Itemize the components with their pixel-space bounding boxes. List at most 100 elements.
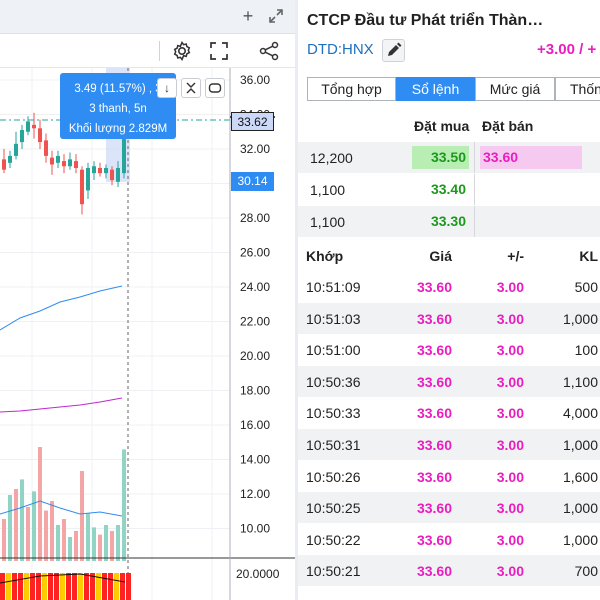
trade-time: 10:51:09	[306, 279, 361, 295]
volume-bar	[56, 525, 60, 561]
stock-ticker[interactable]: DTD:HNX	[307, 41, 374, 58]
orderbook-header-sell: Đặt bán	[482, 118, 534, 134]
volume-bar	[122, 449, 126, 561]
orderbook-row[interactable]: 1,100 33.30	[298, 206, 600, 237]
trade-price: 33.60	[416, 405, 452, 422]
price-axis: 36.0034.0032.0030.0028.0026.0024.0022.00…	[240, 73, 270, 536]
indicator-axis-label: 20.0000	[236, 567, 280, 581]
orderbook-sell-price	[480, 210, 582, 233]
volume-bar	[104, 525, 108, 561]
trade-row[interactable]: 10:50:22 33.60 3.00 1,000	[298, 524, 600, 555]
trade-change: 3.00	[496, 437, 524, 453]
arrow-down-icon[interactable]: ↓	[157, 78, 177, 98]
indicator-bar	[120, 573, 125, 600]
add-icon[interactable]: +	[242, 6, 254, 26]
indicator-bar	[90, 573, 95, 600]
trade-volume: 1,000	[562, 500, 598, 517]
tooltip-bars: 3 thanh, 5n	[89, 103, 147, 115]
volume-bar	[86, 513, 90, 561]
candle-body	[68, 159, 72, 167]
fullscreen-icon[interactable]	[208, 40, 230, 62]
orderbook-sell-price: 33.60	[480, 146, 582, 169]
orderbook-buy-price: 33.50	[412, 146, 469, 169]
indicator-bar	[48, 573, 53, 600]
trade-price: 33.60	[416, 468, 452, 485]
volume-bar	[32, 491, 36, 561]
chart-toolbar	[0, 34, 295, 68]
expand-icon[interactable]	[266, 6, 286, 26]
tab-thong-ke[interactable]: Thống	[555, 77, 600, 101]
orderbook-row[interactable]: 1,100 33.40	[298, 174, 600, 205]
trade-row[interactable]: 10:51:00 33.60 3.00 100	[298, 334, 600, 365]
volume-bar	[50, 501, 54, 561]
current-price-tag: 30.14	[231, 172, 274, 191]
trade-volume: 500	[574, 279, 598, 295]
trade-price: 33.60	[416, 500, 452, 517]
price-axis-label: 10.00	[240, 522, 270, 536]
orderbook-qty: 12,200	[310, 150, 353, 166]
candle-body	[86, 167, 90, 191]
volume-bar	[26, 507, 30, 561]
trade-row[interactable]: 10:51:03 33.60 3.00 1,000	[298, 302, 600, 334]
price-change: +3.00 / +	[537, 41, 597, 58]
indicator-bar	[30, 573, 35, 600]
trade-price: 33.60	[416, 531, 452, 548]
tooltip-change: 3.49 (11.57%) , 3	[74, 83, 162, 95]
volume-bar	[68, 537, 72, 561]
chart-panel: +	[0, 0, 295, 600]
trade-row[interactable]: 10:50:31 33.60 3.00 1,000	[298, 429, 600, 460]
trade-price: 33.60	[416, 310, 452, 327]
candle-body	[2, 159, 6, 170]
loop-icon[interactable]	[205, 78, 225, 98]
trades-header-change: +/-	[507, 248, 524, 264]
volume-bar	[20, 479, 24, 561]
candle-body	[44, 140, 48, 156]
trade-row[interactable]: 10:51:09 33.60 3.00 500	[298, 271, 600, 302]
trade-time: 10:50:25	[306, 500, 361, 517]
candle-body	[20, 130, 24, 143]
trade-row[interactable]: 10:50:26 33.60 3.00 1,600	[298, 461, 600, 492]
trade-price: 33.60	[416, 373, 452, 390]
indicator-bar	[66, 573, 71, 600]
edit-pencil-icon[interactable]	[382, 39, 405, 62]
volume-ma-line	[0, 500, 123, 517]
trade-row[interactable]: 10:50:36 33.60 3.00 1,100	[298, 365, 600, 397]
trade-row[interactable]: 10:50:25 33.60 3.00 1,000	[298, 492, 600, 524]
trade-row[interactable]: 10:50:21 33.60 3.00 700	[298, 555, 600, 587]
panel-divider[interactable]	[295, 0, 298, 600]
trade-time: 10:50:26	[306, 468, 361, 485]
share-icon[interactable]	[258, 40, 280, 62]
trade-time: 10:50:22	[306, 531, 361, 548]
price-axis-label: 16.00	[240, 418, 270, 432]
orderbook-qty: 1,100	[310, 214, 346, 230]
volume-bar	[62, 519, 66, 561]
price-axis-label: 26.00	[240, 246, 270, 260]
tab-muc-gia[interactable]: Mức giá	[475, 77, 555, 101]
price-axis-label: 28.00	[240, 211, 270, 225]
indicator-bar	[12, 573, 17, 600]
chart-tab-bar: +	[0, 0, 295, 34]
trade-price: 33.60	[416, 279, 452, 295]
trade-volume: 4,000	[562, 405, 598, 422]
candle-body	[116, 167, 120, 182]
candle-body	[80, 169, 84, 205]
candle-body	[50, 157, 54, 165]
indicator-bar	[42, 573, 47, 600]
indicator-bar	[60, 573, 65, 600]
trade-time: 10:50:33	[306, 405, 361, 422]
trade-row[interactable]: 10:50:33 33.60 3.00 4,000	[298, 397, 600, 428]
trade-change: 3.00	[496, 342, 524, 359]
candle-body	[8, 155, 12, 163]
volume-bar	[8, 495, 12, 561]
trade-volume: 1,000	[562, 310, 598, 327]
tab-so-lenh[interactable]: Sổ lệnh	[396, 77, 475, 101]
tab-tong-hop[interactable]: Tổng hợp	[307, 77, 396, 101]
settings-gear-icon[interactable]	[171, 40, 193, 62]
trade-time: 10:51:00	[306, 342, 361, 359]
chart-grid	[0, 68, 230, 600]
indicator-bar	[36, 573, 41, 600]
orderbook-row[interactable]: 12,200 33.50 33.60	[298, 142, 600, 173]
price-chart[interactable]: 36.0034.0032.0030.0028.0026.0024.0022.00…	[0, 68, 295, 600]
candle-body	[74, 161, 78, 168]
collapse-icon[interactable]	[181, 78, 201, 98]
